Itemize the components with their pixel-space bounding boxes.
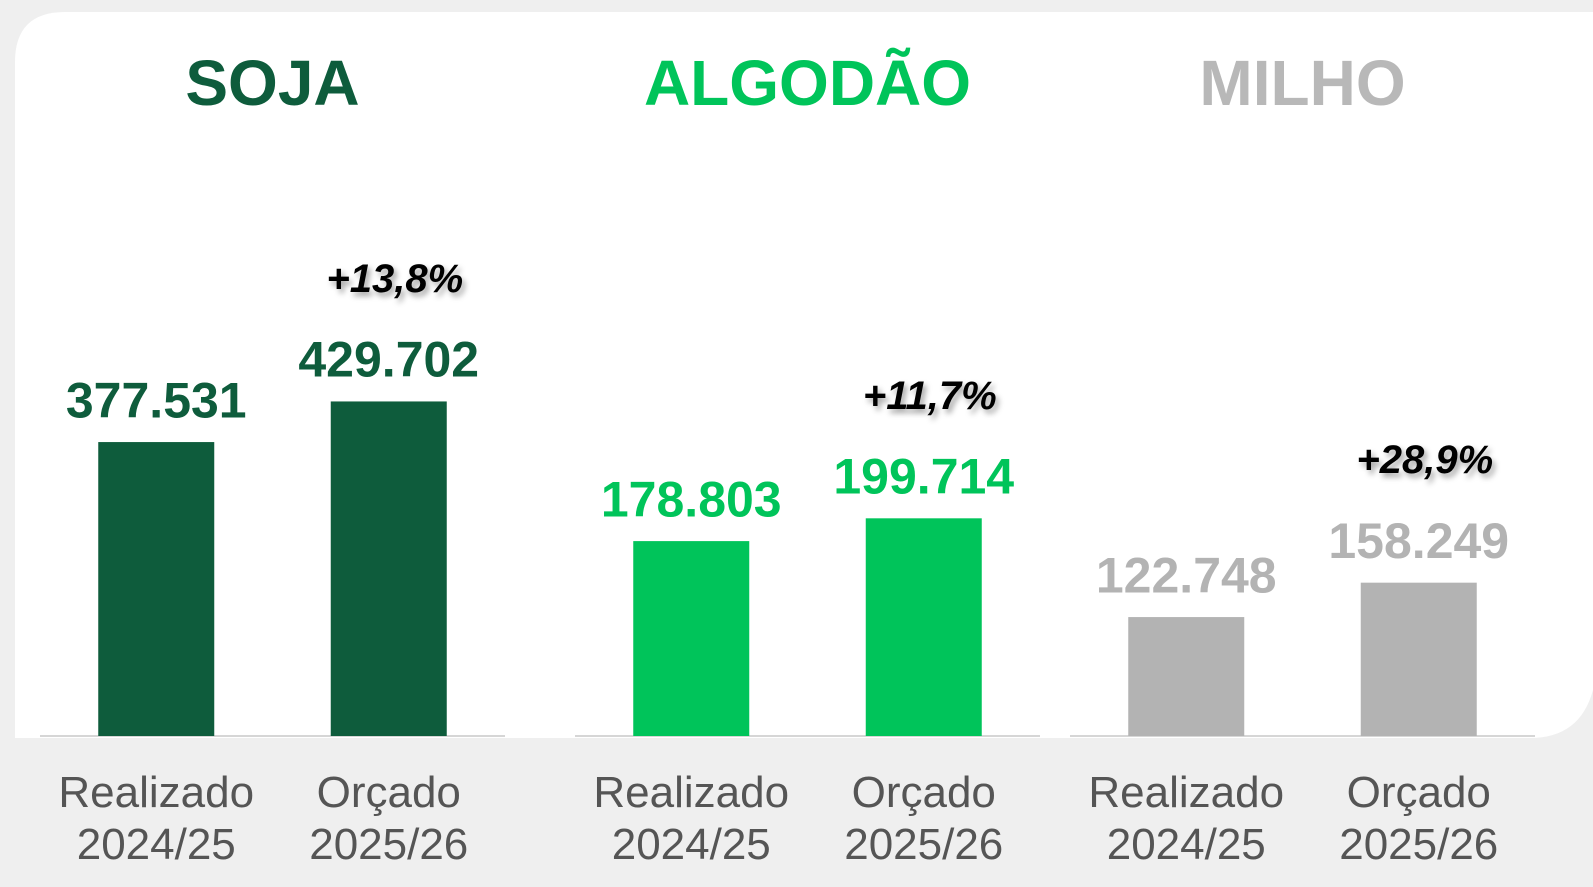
x-tick-label: Realizado 2024/25 [1088, 768, 1284, 869]
bar [330, 401, 447, 736]
annotation: +28,9% [1356, 438, 1493, 482]
annotation: +13,8% [326, 257, 463, 301]
bar [865, 518, 982, 736]
data-label: 199.714 [833, 449, 1014, 505]
bar [1360, 582, 1477, 736]
data-label: 122.748 [1096, 547, 1277, 603]
chart-title: ALGODÃO [644, 47, 971, 119]
data-label: 429.702 [298, 332, 479, 388]
x-tick-label: Orçado 2025/26 [309, 768, 468, 869]
bar [633, 541, 750, 736]
bar [98, 442, 215, 736]
x-tick-label: Realizado 2024/25 [593, 768, 789, 869]
data-label: 158.249 [1328, 513, 1509, 569]
x-tick-label: Orçado 2025/26 [1339, 768, 1498, 869]
x-tick-label: Realizado 2024/25 [58, 768, 254, 869]
data-label: 178.803 [601, 471, 782, 527]
data-label: 377.531 [66, 372, 247, 428]
chart-title: MILHO [1199, 47, 1405, 119]
x-tick-label: Orçado 2025/26 [844, 768, 1003, 869]
chart-title: SOJA [185, 47, 359, 119]
annotation: +11,7% [863, 374, 997, 418]
card [15, 12, 1593, 738]
bar [1128, 617, 1245, 736]
